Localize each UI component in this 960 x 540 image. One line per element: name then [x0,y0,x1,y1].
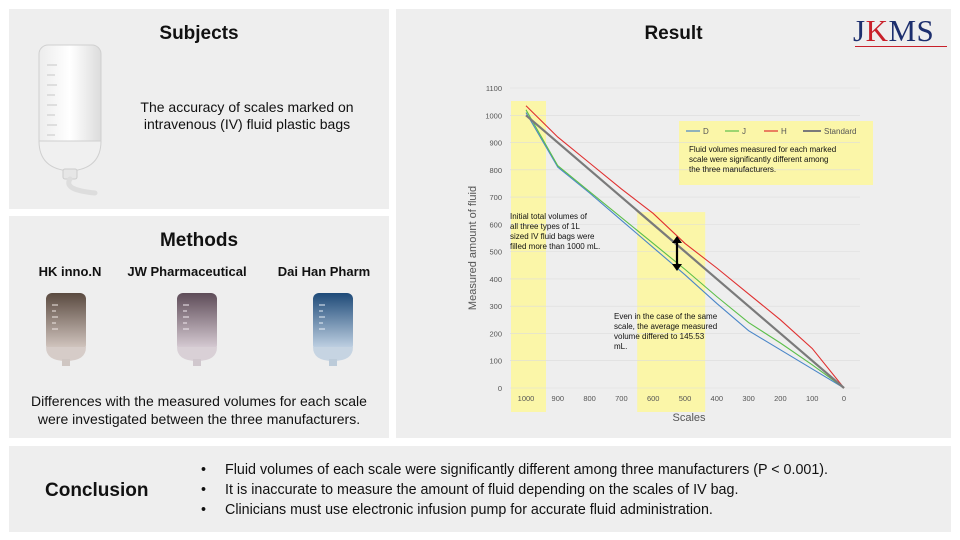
result-panel: Result JKMS 0 100 200 300 400 500 600 700 800 900… [396,9,951,438]
volume-chart: 0100200300400500600700800900100011001000… [467,84,873,424]
iv-bag-dh-icon [313,293,353,366]
conclusion-list: Fluid volumes of each scale were signifi… [199,460,828,520]
x-tick-label: 300 [742,394,755,403]
same-scale-note: Even in the case of the same scale, the a… [614,312,718,351]
subjects-description: The accuracy of scales marked on intrave… [140,99,354,132]
x-tick-label: 0 [842,394,846,403]
legend-label-d: D [703,127,709,136]
y-tick-label: 1100 [486,84,502,93]
y-tick-label: 0 [498,384,502,393]
highlight-band-600-500 [637,212,706,412]
conclusion-point: It is inaccurate to measure the amount o… [199,480,828,500]
difference-arrow-head-down [672,264,682,271]
series-line-d [525,112,845,389]
methods-title: Methods [159,230,239,251]
x-tick-label: 1000 [518,394,535,403]
x-tick-label: 900 [552,394,565,403]
iv-bag-jw-icon [177,293,217,366]
jkms-logo: JKMS [853,13,935,48]
difference-arrow-head-up [672,236,682,243]
x-tick-label: 100 [806,394,819,403]
legend-label-h: H [781,127,787,136]
result-title: Result [644,23,703,44]
x-tick-label: 600 [647,394,660,403]
series-line-standard [525,114,845,389]
y-tick-label: 500 [489,248,502,257]
y-tick-label: 900 [489,139,502,148]
y-axis-label: Measured amount of fluid [467,186,479,310]
series-line-j [525,109,845,389]
y-tick-label: 200 [489,329,502,338]
x-axis-label: Scales [672,412,706,424]
conclusion-point: Fluid volumes of each scale were signifi… [199,460,828,480]
series-line-h [525,105,845,389]
y-tick-label: 600 [489,220,502,229]
iv-bag-icon [38,44,102,196]
conclusion-point: Clinicians must use electronic infusion … [199,500,828,520]
manufacturer-label-dh: Dai Han Pharm [277,264,371,279]
x-tick-label: 400 [711,394,724,403]
legend-label-standard: Standard [824,127,856,136]
y-tick-label: 700 [489,193,502,202]
legend-note-box [679,121,873,185]
x-tick-label: 800 [583,394,596,403]
conclusion-panel: Conclusion Fluid volumes of each scale w… [9,446,951,532]
subjects-title: Subjects [159,23,239,44]
y-tick-label: 1000 [485,111,502,120]
jkms-logo-underline [855,46,947,47]
y-tick-label: 400 [489,275,502,284]
methods-panel: Methods HK inno.N JW Pharmaceutical Dai … [9,216,389,438]
x-tick-label: 200 [774,394,787,403]
iv-bag-hk-icon [46,293,86,366]
y-tick-label: 800 [489,166,502,175]
legend-label-j: J [742,127,746,136]
methods-description: Differences with the measured volumes fo… [31,393,367,427]
manufacturer-label-hk: HK inno.N [38,264,102,279]
x-tick-label: 700 [615,394,628,403]
conclusion-title: Conclusion [45,480,149,501]
y-tick-label: 100 [489,357,502,366]
subjects-panel: Subjects The accuracy of scales marked o… [9,9,389,209]
initial-volume-note: Initial total volumes of all three types … [510,212,600,251]
x-tick-label: 500 [679,394,692,403]
y-tick-label: 300 [489,302,502,311]
highlight-band-1000 [511,101,546,412]
legend-note-text: Fluid volumes measured for each marked sc… [689,145,836,174]
manufacturer-label-jw: JW Pharmaceutical [127,264,247,279]
